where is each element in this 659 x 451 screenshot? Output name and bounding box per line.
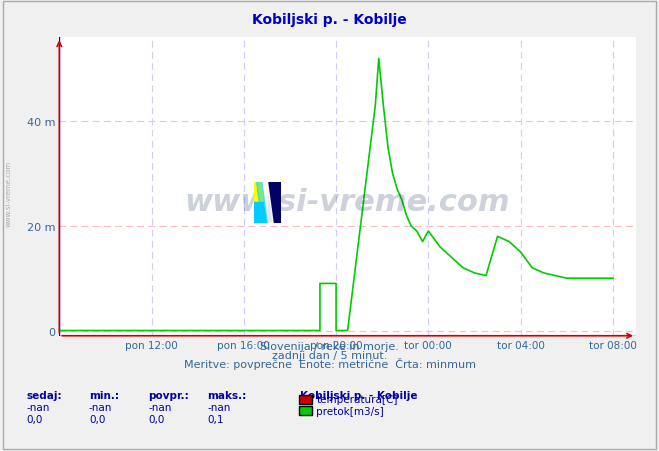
Text: Meritve: povprečne  Enote: metrične  Črta: minmum: Meritve: povprečne Enote: metrične Črta:… [183,358,476,369]
Text: -nan: -nan [89,402,112,412]
Text: min.:: min.: [89,390,119,400]
Text: -nan: -nan [26,402,49,412]
Text: www.si-vreme.com: www.si-vreme.com [5,161,12,227]
Text: temperatura[C]: temperatura[C] [316,394,398,404]
Bar [268,183,281,223]
Text: sedaj:: sedaj: [26,390,62,400]
Text: 0,0: 0,0 [148,414,165,424]
Text: pretok[m3/s]: pretok[m3/s] [316,406,384,416]
Text: zadnji dan / 5 minut.: zadnji dan / 5 minut. [272,350,387,360]
Text: maks.:: maks.: [208,390,247,400]
Text: 0,0: 0,0 [89,414,105,424]
Bar [254,183,268,203]
Text: Kobiljski p. - Kobilje: Kobiljski p. - Kobilje [300,390,417,400]
Text: 0,1: 0,1 [208,414,224,424]
Text: 0,0: 0,0 [26,414,43,424]
Text: www.si-vreme.com: www.si-vreme.com [185,188,511,216]
Text: -nan: -nan [148,402,171,412]
Text: Slovenija / reke in morje.: Slovenija / reke in morje. [260,341,399,351]
Polygon shape [262,183,273,223]
Polygon shape [256,183,268,223]
Bar [254,203,268,223]
Text: Kobiljski p. - Kobilje: Kobiljski p. - Kobilje [252,14,407,27]
Text: -nan: -nan [208,402,231,412]
Text: povpr.:: povpr.: [148,390,189,400]
